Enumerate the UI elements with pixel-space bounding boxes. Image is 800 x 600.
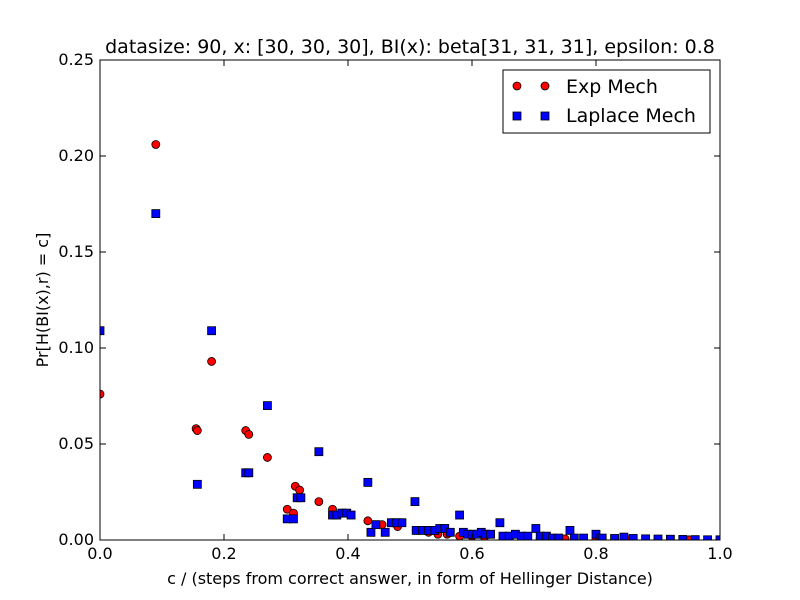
- exp-mech-point-15: [363, 516, 373, 526]
- x-tick-label-4: 0.8: [583, 544, 608, 563]
- exp-mech-point-7: [262, 453, 272, 462]
- x-axis-label: c / (steps from correct answer, in form …: [167, 569, 653, 588]
- laplace-mech-point-0: [100, 326, 105, 336]
- laplace-mech-point-17: [363, 477, 373, 487]
- exp-mech-point-8: [282, 504, 292, 514]
- laplace-mech-point-46: [531, 524, 541, 533]
- laplace-mech-point-23: [397, 518, 407, 528]
- laplace-mech-point-40: [495, 518, 505, 528]
- y-axis-label: Pr[H(BI(x),r) = c]: [33, 233, 52, 368]
- exp-mech-point-12: [314, 497, 324, 507]
- laplace-mech-point-3: [207, 326, 217, 336]
- laplace-mech-point-60: [653, 534, 663, 540]
- legend-exp-mech-marker-2: [540, 81, 550, 91]
- exp-mech-point-0: [100, 389, 105, 399]
- laplace-mech-point-55: [597, 533, 607, 540]
- y-tick-label-0: 0.00: [58, 530, 94, 549]
- laplace-mech-point-1: [151, 209, 161, 219]
- legend-exp-mech-marker-1: [512, 81, 522, 91]
- plot-area: [100, 60, 720, 540]
- legend-laplace-mech-label: Laplace Mech: [566, 105, 696, 127]
- laplace-mech-point-62: [678, 535, 688, 540]
- y-tick-label-4: 0.20: [58, 146, 94, 165]
- laplace-mech-point-2: [192, 479, 202, 489]
- laplace-mech-point-24: [410, 497, 420, 507]
- y-tick-label-1: 0.05: [58, 434, 94, 453]
- plot-frame: [99, 59, 721, 541]
- x-tick-label-1: 0.2: [211, 544, 236, 563]
- y-tick-label-2: 0.10: [58, 338, 94, 357]
- laplace-mech-point-31: [445, 527, 455, 537]
- laplace-mech-point-56: [610, 534, 619, 540]
- laplace-mech-point-19: [371, 520, 381, 530]
- laplace-mech-point-45: [523, 531, 533, 540]
- laplace-mech-point-52: [569, 533, 579, 540]
- exp-mech-point-4: [207, 357, 217, 366]
- laplace-mech-point-16: [346, 510, 356, 520]
- legend-exp-mech-label: Exp Mech: [566, 76, 658, 98]
- laplace-mech-point-32: [455, 510, 465, 520]
- x-tick-label-3: 0.6: [459, 544, 484, 563]
- x-tick-label-0: 0.0: [87, 544, 112, 563]
- laplace-mech-point-39: [486, 529, 496, 539]
- laplace-mech-point-59: [641, 534, 650, 540]
- laplace-mech-point-53: [579, 533, 588, 540]
- laplace-mech-point-18: [366, 527, 376, 537]
- exp-mech-point-6: [244, 429, 254, 439]
- laplace-mech-point-5: [244, 468, 254, 478]
- laplace-mech-point-50: [554, 533, 564, 540]
- laplace-mech-point-61: [666, 534, 675, 540]
- legend: Exp Mech Laplace Mech: [502, 69, 711, 134]
- x-tick-label-5: 1.0: [707, 544, 732, 563]
- laplace-mech-point-10: [296, 493, 306, 503]
- laplace-mech-point-57: [619, 532, 629, 540]
- laplace-mech-point-8: [289, 514, 298, 524]
- legend-laplace-mech-marker-2: [540, 111, 550, 121]
- laplace-mech-point-11: [314, 447, 324, 457]
- chart-title: datasize: 90, x: [30, 30, 30], BI(x): be…: [105, 36, 715, 58]
- laplace-mech-point-6: [262, 401, 272, 411]
- legend-laplace-mech-marker-1: [512, 111, 522, 121]
- exp-mech-point-1: [151, 140, 161, 149]
- x-tick-label-2: 0.4: [335, 544, 360, 563]
- exp-mech-point-11: [295, 485, 305, 495]
- axis-ticks: 0.0 0.2 0.4 0.6 0.8 1.0 0.00 0.05 0.10 0.15 0.20 0.…: [58, 50, 732, 563]
- laplace-mech-point-20: [380, 527, 390, 537]
- laplace-mech-point-51: [565, 526, 575, 535]
- y-tick-label-3: 0.15: [58, 242, 94, 261]
- y-tick-label-5: 0.25: [58, 50, 94, 69]
- data-marks: [100, 140, 720, 540]
- exp-mech-point-3: [192, 426, 202, 435]
- legend-box: [502, 69, 711, 134]
- laplace-mech-point-58: [628, 534, 638, 540]
